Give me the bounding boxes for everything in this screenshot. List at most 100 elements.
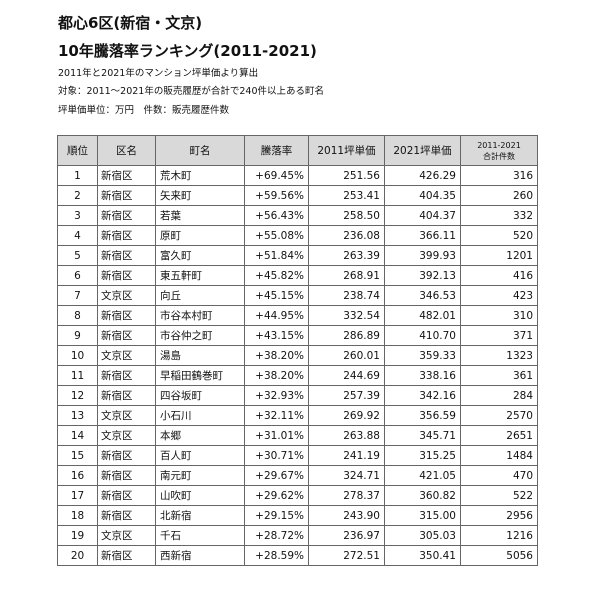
town-cell: 湯島: [155, 345, 245, 366]
target-note: 対象：2011〜2021年の販売履歴が合計で240件以上ある町名: [58, 86, 324, 97]
rank-cell: 13: [57, 405, 98, 426]
header-count: 2011-2021 合計件数: [460, 135, 538, 166]
table-row: 14 文京区 本郷 +31.01% 263.88 345.71 2651: [57, 425, 538, 446]
town-cell: 千石: [155, 525, 245, 546]
count-cell: 416: [460, 265, 538, 286]
rank-cell: 1: [57, 165, 98, 186]
price-2021-cell: 399.93: [384, 245, 461, 266]
price-2021-cell: 482.01: [384, 305, 461, 326]
price-2011-cell: 269.92: [308, 405, 385, 426]
price-2021-cell: 359.33: [384, 345, 461, 366]
price-2011-cell: 241.19: [308, 445, 385, 466]
rank-cell: 7: [57, 285, 98, 306]
rank-cell: 10: [57, 345, 98, 366]
price-2011-cell: 253.41: [308, 185, 385, 206]
price-2011-cell: 244.69: [308, 365, 385, 386]
ward-cell: 新宿区: [97, 265, 156, 286]
price-2021-cell: 305.03: [384, 525, 461, 546]
rank-cell: 2: [57, 185, 98, 206]
rate-cell: +32.93%: [244, 385, 309, 406]
header-count-line1: 2011-2021: [477, 140, 521, 150]
price-2011-cell: 286.89: [308, 325, 385, 346]
price-2011-cell: 243.90: [308, 505, 385, 526]
table-row: 13 文京区 小石川 +32.11% 269.92 356.59 2570: [57, 405, 538, 426]
town-cell: 百人町: [155, 445, 245, 466]
table-row: 16 新宿区 南元町 +29.67% 324.71 421.05 470: [57, 465, 538, 486]
count-cell: 1216: [460, 525, 538, 546]
price-2021-cell: 360.82: [384, 485, 461, 506]
ward-cell: 新宿区: [97, 365, 156, 386]
header-ward: 区名: [97, 135, 156, 166]
ward-cell: 新宿区: [97, 205, 156, 226]
rank-cell: 17: [57, 485, 98, 506]
header-town: 町名: [155, 135, 245, 166]
header-price-2021: 2021坪単価: [384, 135, 461, 166]
count-cell: 310: [460, 305, 538, 326]
table-row: 20 新宿区 西新宿 +28.59% 272.51 350.41 5056: [57, 545, 538, 566]
title-line-1: 都心6区(新宿・文京): [58, 14, 203, 32]
table-row: 10 文京区 湯島 +38.20% 260.01 359.33 1323: [57, 345, 538, 366]
header-rate: 騰落率: [244, 135, 309, 166]
table-row: 12 新宿区 四谷坂町 +32.93% 257.39 342.16 284: [57, 385, 538, 406]
header-count-line2: 合計件数: [483, 151, 515, 161]
rate-cell: +43.15%: [244, 325, 309, 346]
price-2011-cell: 236.97: [308, 525, 385, 546]
count-cell: 423: [460, 285, 538, 306]
price-2011-cell: 272.51: [308, 545, 385, 566]
town-cell: 原町: [155, 225, 245, 246]
town-cell: 若葉: [155, 205, 245, 226]
town-cell: 東五軒町: [155, 265, 245, 286]
rate-cell: +38.20%: [244, 365, 309, 386]
rate-cell: +29.67%: [244, 465, 309, 486]
rank-cell: 19: [57, 525, 98, 546]
rank-cell: 20: [57, 545, 98, 566]
price-2011-cell: 257.39: [308, 385, 385, 406]
rank-cell: 11: [57, 365, 98, 386]
count-cell: 371: [460, 325, 538, 346]
price-2021-cell: 410.70: [384, 325, 461, 346]
town-cell: 山吹町: [155, 485, 245, 506]
price-2011-cell: 278.37: [308, 485, 385, 506]
price-2021-cell: 426.29: [384, 165, 461, 186]
rate-cell: +44.95%: [244, 305, 309, 326]
rank-cell: 6: [57, 265, 98, 286]
table-row: 17 新宿区 山吹町 +29.62% 278.37 360.82 522: [57, 485, 538, 506]
town-cell: 荒木町: [155, 165, 245, 186]
price-2011-cell: 236.08: [308, 225, 385, 246]
count-cell: 284: [460, 385, 538, 406]
table-body: 1 新宿区 荒木町 +69.45% 251.56 426.29 316 2 新宿区 矢来町 +59.…: [57, 165, 538, 566]
price-2021-cell: 421.05: [384, 465, 461, 486]
rate-cell: +55.08%: [244, 225, 309, 246]
rate-cell: +69.45%: [244, 165, 309, 186]
count-cell: 1323: [460, 345, 538, 366]
rate-cell: +28.59%: [244, 545, 309, 566]
price-2021-cell: 342.16: [384, 385, 461, 406]
price-2011-cell: 268.91: [308, 265, 385, 286]
rate-cell: +45.82%: [244, 265, 309, 286]
town-cell: 本郷: [155, 425, 245, 446]
count-cell: 522: [460, 485, 538, 506]
table-row: 9 新宿区 市谷仲之町 +43.15% 286.89 410.70 371: [57, 325, 538, 346]
count-cell: 470: [460, 465, 538, 486]
price-2011-cell: 238.74: [308, 285, 385, 306]
town-cell: 富久町: [155, 245, 245, 266]
table-header-row: 順位 区名 町名 騰落率 2011坪単価 2021坪単価 2011-2021 合…: [57, 135, 538, 166]
price-2021-cell: 392.13: [384, 265, 461, 286]
count-cell: 1201: [460, 245, 538, 266]
rank-cell: 14: [57, 425, 98, 446]
rank-cell: 4: [57, 225, 98, 246]
town-cell: 南元町: [155, 465, 245, 486]
rate-cell: +51.84%: [244, 245, 309, 266]
rank-cell: 18: [57, 505, 98, 526]
rate-cell: +30.71%: [244, 445, 309, 466]
header-price-2011: 2011坪単価: [308, 135, 385, 166]
table-row: 1 新宿区 荒木町 +69.45% 251.56 426.29 316: [57, 165, 538, 186]
table-row: 3 新宿区 若葉 +56.43% 258.50 404.37 332: [57, 205, 538, 226]
table-row: 4 新宿区 原町 +55.08% 236.08 366.11 520: [57, 225, 538, 246]
title-line-2: 10年騰落率ランキング(2011-2021): [58, 42, 317, 60]
price-2021-cell: 338.16: [384, 365, 461, 386]
ward-cell: 文京区: [97, 285, 156, 306]
unit-note: 坪単価単位：万円 件数：販売履歴件数: [58, 105, 230, 116]
price-2011-cell: 260.01: [308, 345, 385, 366]
ward-cell: 新宿区: [97, 185, 156, 206]
